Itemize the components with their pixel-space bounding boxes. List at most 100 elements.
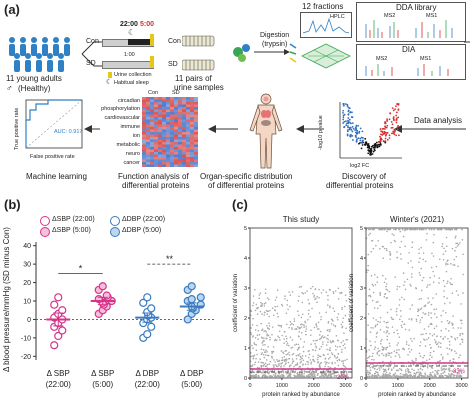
heatmap-cell xyxy=(174,147,178,150)
volcano-point xyxy=(347,106,350,109)
cv-point xyxy=(418,373,420,375)
cv-point xyxy=(325,311,327,314)
volcano-point xyxy=(356,129,359,132)
x-tick-label: (22:00) xyxy=(46,380,72,389)
cv-point xyxy=(384,373,387,375)
heatmap-cell xyxy=(166,147,170,150)
cv-point xyxy=(383,368,385,371)
cv-point xyxy=(292,370,294,372)
cv-point xyxy=(393,228,395,231)
cv-point xyxy=(451,283,454,286)
volcano-point xyxy=(397,116,400,119)
cv-point xyxy=(439,342,442,345)
cv-point xyxy=(390,368,393,370)
cv-point xyxy=(250,355,252,358)
cv-point xyxy=(461,341,464,343)
cv-point xyxy=(460,319,463,322)
heatmap-cell xyxy=(170,152,174,155)
cv-point xyxy=(398,349,400,351)
cv-point xyxy=(438,258,441,261)
heatmap-cell xyxy=(170,104,174,107)
cv-point xyxy=(257,374,260,377)
cv-point xyxy=(425,332,427,335)
cv-point xyxy=(307,313,310,315)
volcano-point xyxy=(352,127,355,130)
cv-point xyxy=(430,266,433,269)
cv-point xyxy=(307,363,309,366)
cv-point xyxy=(389,254,392,256)
cv-point xyxy=(265,354,267,357)
cv-point xyxy=(459,375,461,378)
cv-point xyxy=(438,277,441,279)
bp-point xyxy=(143,330,152,339)
cv-point xyxy=(264,302,267,304)
heatmap-cell xyxy=(146,127,150,130)
cv-point xyxy=(277,370,280,372)
cv-point xyxy=(424,373,427,376)
cv-ylabel: coefficient of variation xyxy=(349,274,355,332)
digestion-icon xyxy=(233,43,297,63)
cv-point xyxy=(334,366,336,369)
cv-point xyxy=(344,314,347,317)
cv-point xyxy=(373,273,376,276)
cv-point xyxy=(406,228,409,231)
heatmap-cell xyxy=(166,107,170,110)
volcano-point xyxy=(391,107,394,110)
heatmap-cell xyxy=(154,142,158,145)
heatmap-cell xyxy=(158,149,162,152)
cv-point xyxy=(328,373,330,375)
cv-point xyxy=(273,309,276,311)
cv-point xyxy=(274,372,277,374)
cv-point xyxy=(399,230,402,233)
heatmap-cell xyxy=(162,104,166,107)
cv-point xyxy=(278,336,281,339)
cv-point xyxy=(371,299,374,302)
cv-point xyxy=(419,344,421,347)
heatmap-cell xyxy=(178,152,182,155)
cv-point xyxy=(444,374,446,377)
cv-point xyxy=(281,334,283,337)
cv-point xyxy=(443,247,445,250)
cv-point xyxy=(367,253,370,256)
cv-point xyxy=(269,336,271,339)
cv-point xyxy=(304,355,307,357)
cv-point xyxy=(329,356,331,359)
heatmap-cell xyxy=(162,109,166,112)
cv-point xyxy=(447,337,449,340)
legend-item: ΔSBP (22:00) xyxy=(52,216,95,223)
volcano-point xyxy=(397,125,399,127)
cv-point xyxy=(389,372,391,374)
cv-point xyxy=(367,313,370,315)
cv-point xyxy=(337,364,340,367)
cv-point xyxy=(262,370,264,372)
cv-point xyxy=(445,311,447,314)
cv-point xyxy=(448,344,451,346)
volcano-point xyxy=(389,112,392,115)
heatmap-cell xyxy=(178,162,182,165)
heatmap-cell xyxy=(178,164,182,167)
volcano-point xyxy=(346,130,349,133)
cv-point xyxy=(299,366,302,368)
cv-point xyxy=(450,283,452,286)
cv-point xyxy=(415,320,418,323)
heatmap-cell xyxy=(190,147,194,150)
heatmap-cell xyxy=(158,144,162,147)
cv-point xyxy=(377,371,379,374)
cv-y-tick-label: 2 xyxy=(244,316,247,322)
cv-point xyxy=(378,247,381,250)
cv-point xyxy=(433,327,436,330)
cv-point xyxy=(415,357,417,360)
heatmap-cell xyxy=(146,107,150,110)
cv-point xyxy=(369,340,371,342)
heatmap-cell xyxy=(186,119,190,122)
heatmap-cell xyxy=(174,132,178,135)
cv-point xyxy=(431,367,434,369)
heatmap-cell xyxy=(166,117,170,120)
cv-point xyxy=(378,367,380,369)
cv-point xyxy=(411,266,414,269)
cv-point xyxy=(341,306,343,309)
cv-point xyxy=(380,367,382,369)
cv-point xyxy=(316,326,318,328)
cv-point xyxy=(423,375,425,377)
cv-point xyxy=(287,353,289,355)
